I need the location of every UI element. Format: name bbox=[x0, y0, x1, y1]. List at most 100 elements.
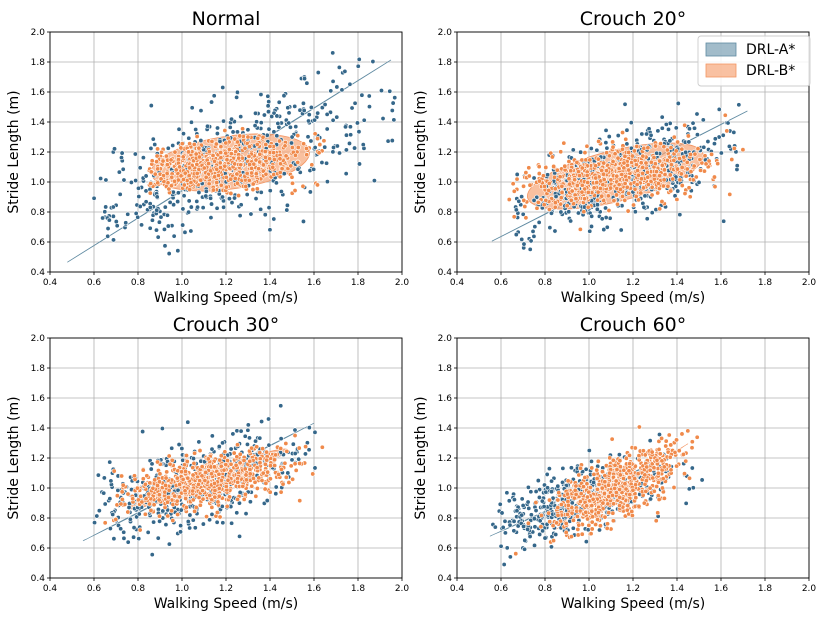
point-drl-a bbox=[302, 451, 308, 457]
point-drl-a bbox=[278, 436, 284, 442]
point-drl-b bbox=[178, 145, 184, 151]
point-drl-a bbox=[618, 227, 624, 233]
point-drl-a bbox=[526, 505, 532, 511]
point-drl-b bbox=[159, 149, 165, 155]
point-drl-b bbox=[626, 190, 632, 196]
point-drl-b bbox=[185, 475, 191, 481]
point-drl-a bbox=[289, 134, 295, 140]
point-drl-b bbox=[630, 487, 636, 493]
point-drl-a bbox=[324, 126, 330, 132]
point-drl-b bbox=[209, 504, 215, 510]
point-drl-b bbox=[262, 486, 268, 492]
point-drl-b bbox=[622, 481, 628, 487]
point-drl-a bbox=[558, 209, 564, 215]
point-drl-a bbox=[94, 513, 100, 519]
point-drl-b bbox=[645, 169, 651, 175]
point-drl-a bbox=[586, 447, 592, 453]
point-drl-b bbox=[585, 189, 591, 195]
point-drl-b bbox=[653, 143, 659, 149]
x-tick-label: 1.8 bbox=[351, 278, 366, 288]
point-drl-a bbox=[237, 213, 243, 219]
point-drl-b bbox=[206, 149, 212, 155]
point-drl-a bbox=[392, 95, 398, 101]
point-drl-b bbox=[654, 457, 660, 463]
point-drl-a bbox=[273, 491, 279, 497]
point-drl-b bbox=[314, 182, 320, 188]
point-drl-b bbox=[564, 511, 570, 517]
point-drl-b bbox=[552, 204, 558, 210]
point-drl-b bbox=[295, 159, 301, 165]
x-tick-label: 1.0 bbox=[582, 584, 597, 594]
point-drl-b bbox=[645, 182, 651, 188]
panel-normal: 0.4 0.6 0.8 1.0 1.2 1.4 1.6 1.8 2.00.40.60.81.01… bbox=[6, 8, 409, 306]
point-drl-b bbox=[513, 551, 519, 557]
point-drl-b bbox=[163, 482, 169, 488]
point-drl-a bbox=[308, 104, 314, 110]
point-drl-b bbox=[643, 488, 649, 494]
point-drl-b bbox=[642, 472, 648, 478]
point-drl-a bbox=[200, 205, 206, 211]
point-drl-b bbox=[152, 171, 158, 177]
point-drl-b bbox=[177, 494, 183, 500]
point-drl-b bbox=[636, 503, 642, 509]
point-drl-b bbox=[577, 498, 583, 504]
x-tick-label: 1.6 bbox=[714, 278, 729, 288]
point-drl-b bbox=[572, 177, 578, 183]
point-drl-b bbox=[692, 151, 698, 157]
point-drl-a bbox=[539, 498, 545, 504]
point-drl-a bbox=[516, 198, 522, 204]
point-drl-a bbox=[185, 419, 191, 425]
legend-swatch-drl-b bbox=[705, 63, 737, 78]
point-drl-b bbox=[191, 460, 197, 466]
point-drl-a bbox=[603, 140, 609, 146]
point-drl-b bbox=[264, 449, 270, 455]
point-drl-b bbox=[523, 215, 529, 221]
point-drl-b bbox=[606, 482, 612, 488]
point-drl-b bbox=[605, 501, 611, 507]
point-drl-b bbox=[168, 183, 174, 189]
point-drl-b bbox=[237, 451, 243, 457]
point-drl-b bbox=[282, 143, 288, 149]
point-drl-b bbox=[196, 495, 202, 501]
point-drl-b bbox=[596, 481, 602, 487]
point-drl-b bbox=[278, 446, 284, 452]
point-drl-a bbox=[312, 117, 318, 123]
point-drl-b bbox=[689, 439, 695, 445]
point-drl-b bbox=[254, 485, 260, 491]
point-drl-b bbox=[678, 171, 684, 177]
point-drl-b bbox=[658, 141, 664, 147]
point-drl-b bbox=[638, 190, 644, 196]
point-drl-b bbox=[657, 451, 663, 457]
point-drl-b bbox=[216, 471, 222, 477]
point-drl-a bbox=[343, 132, 349, 138]
point-drl-b bbox=[600, 182, 606, 188]
y-tick-label: 2.0 bbox=[438, 28, 453, 38]
point-drl-a bbox=[242, 433, 248, 439]
point-drl-b bbox=[629, 513, 635, 519]
y-tick-label: 0.6 bbox=[438, 544, 453, 554]
x-tick-label: 0.4 bbox=[43, 584, 58, 594]
tick-labels: 0.4 0.6 0.8 1.0 1.2 1.4 1.6 1.8 2.00.40.60.81.01… bbox=[31, 334, 410, 594]
point-drl-b bbox=[591, 471, 597, 477]
point-drl-b bbox=[584, 172, 590, 178]
point-drl-b bbox=[578, 465, 584, 471]
point-drl-b bbox=[262, 149, 268, 155]
point-drl-b bbox=[568, 168, 574, 174]
point-drl-b bbox=[614, 467, 620, 473]
point-drl-a bbox=[273, 484, 279, 490]
point-drl-b bbox=[586, 522, 592, 528]
point-drl-a bbox=[352, 145, 358, 151]
point-drl-b bbox=[247, 467, 253, 473]
point-drl-a bbox=[696, 179, 702, 185]
point-drl-b bbox=[596, 138, 602, 144]
x-tick-label: 2.0 bbox=[802, 584, 817, 594]
point-drl-b bbox=[237, 460, 243, 466]
point-drl-b bbox=[276, 138, 282, 144]
point-drl-b bbox=[589, 465, 595, 471]
point-drl-a bbox=[532, 542, 538, 548]
point-drl-b bbox=[601, 490, 607, 496]
point-drl-a bbox=[245, 127, 251, 133]
point-drl-a bbox=[128, 179, 134, 185]
point-drl-b bbox=[289, 174, 295, 180]
point-drl-a bbox=[136, 194, 142, 200]
